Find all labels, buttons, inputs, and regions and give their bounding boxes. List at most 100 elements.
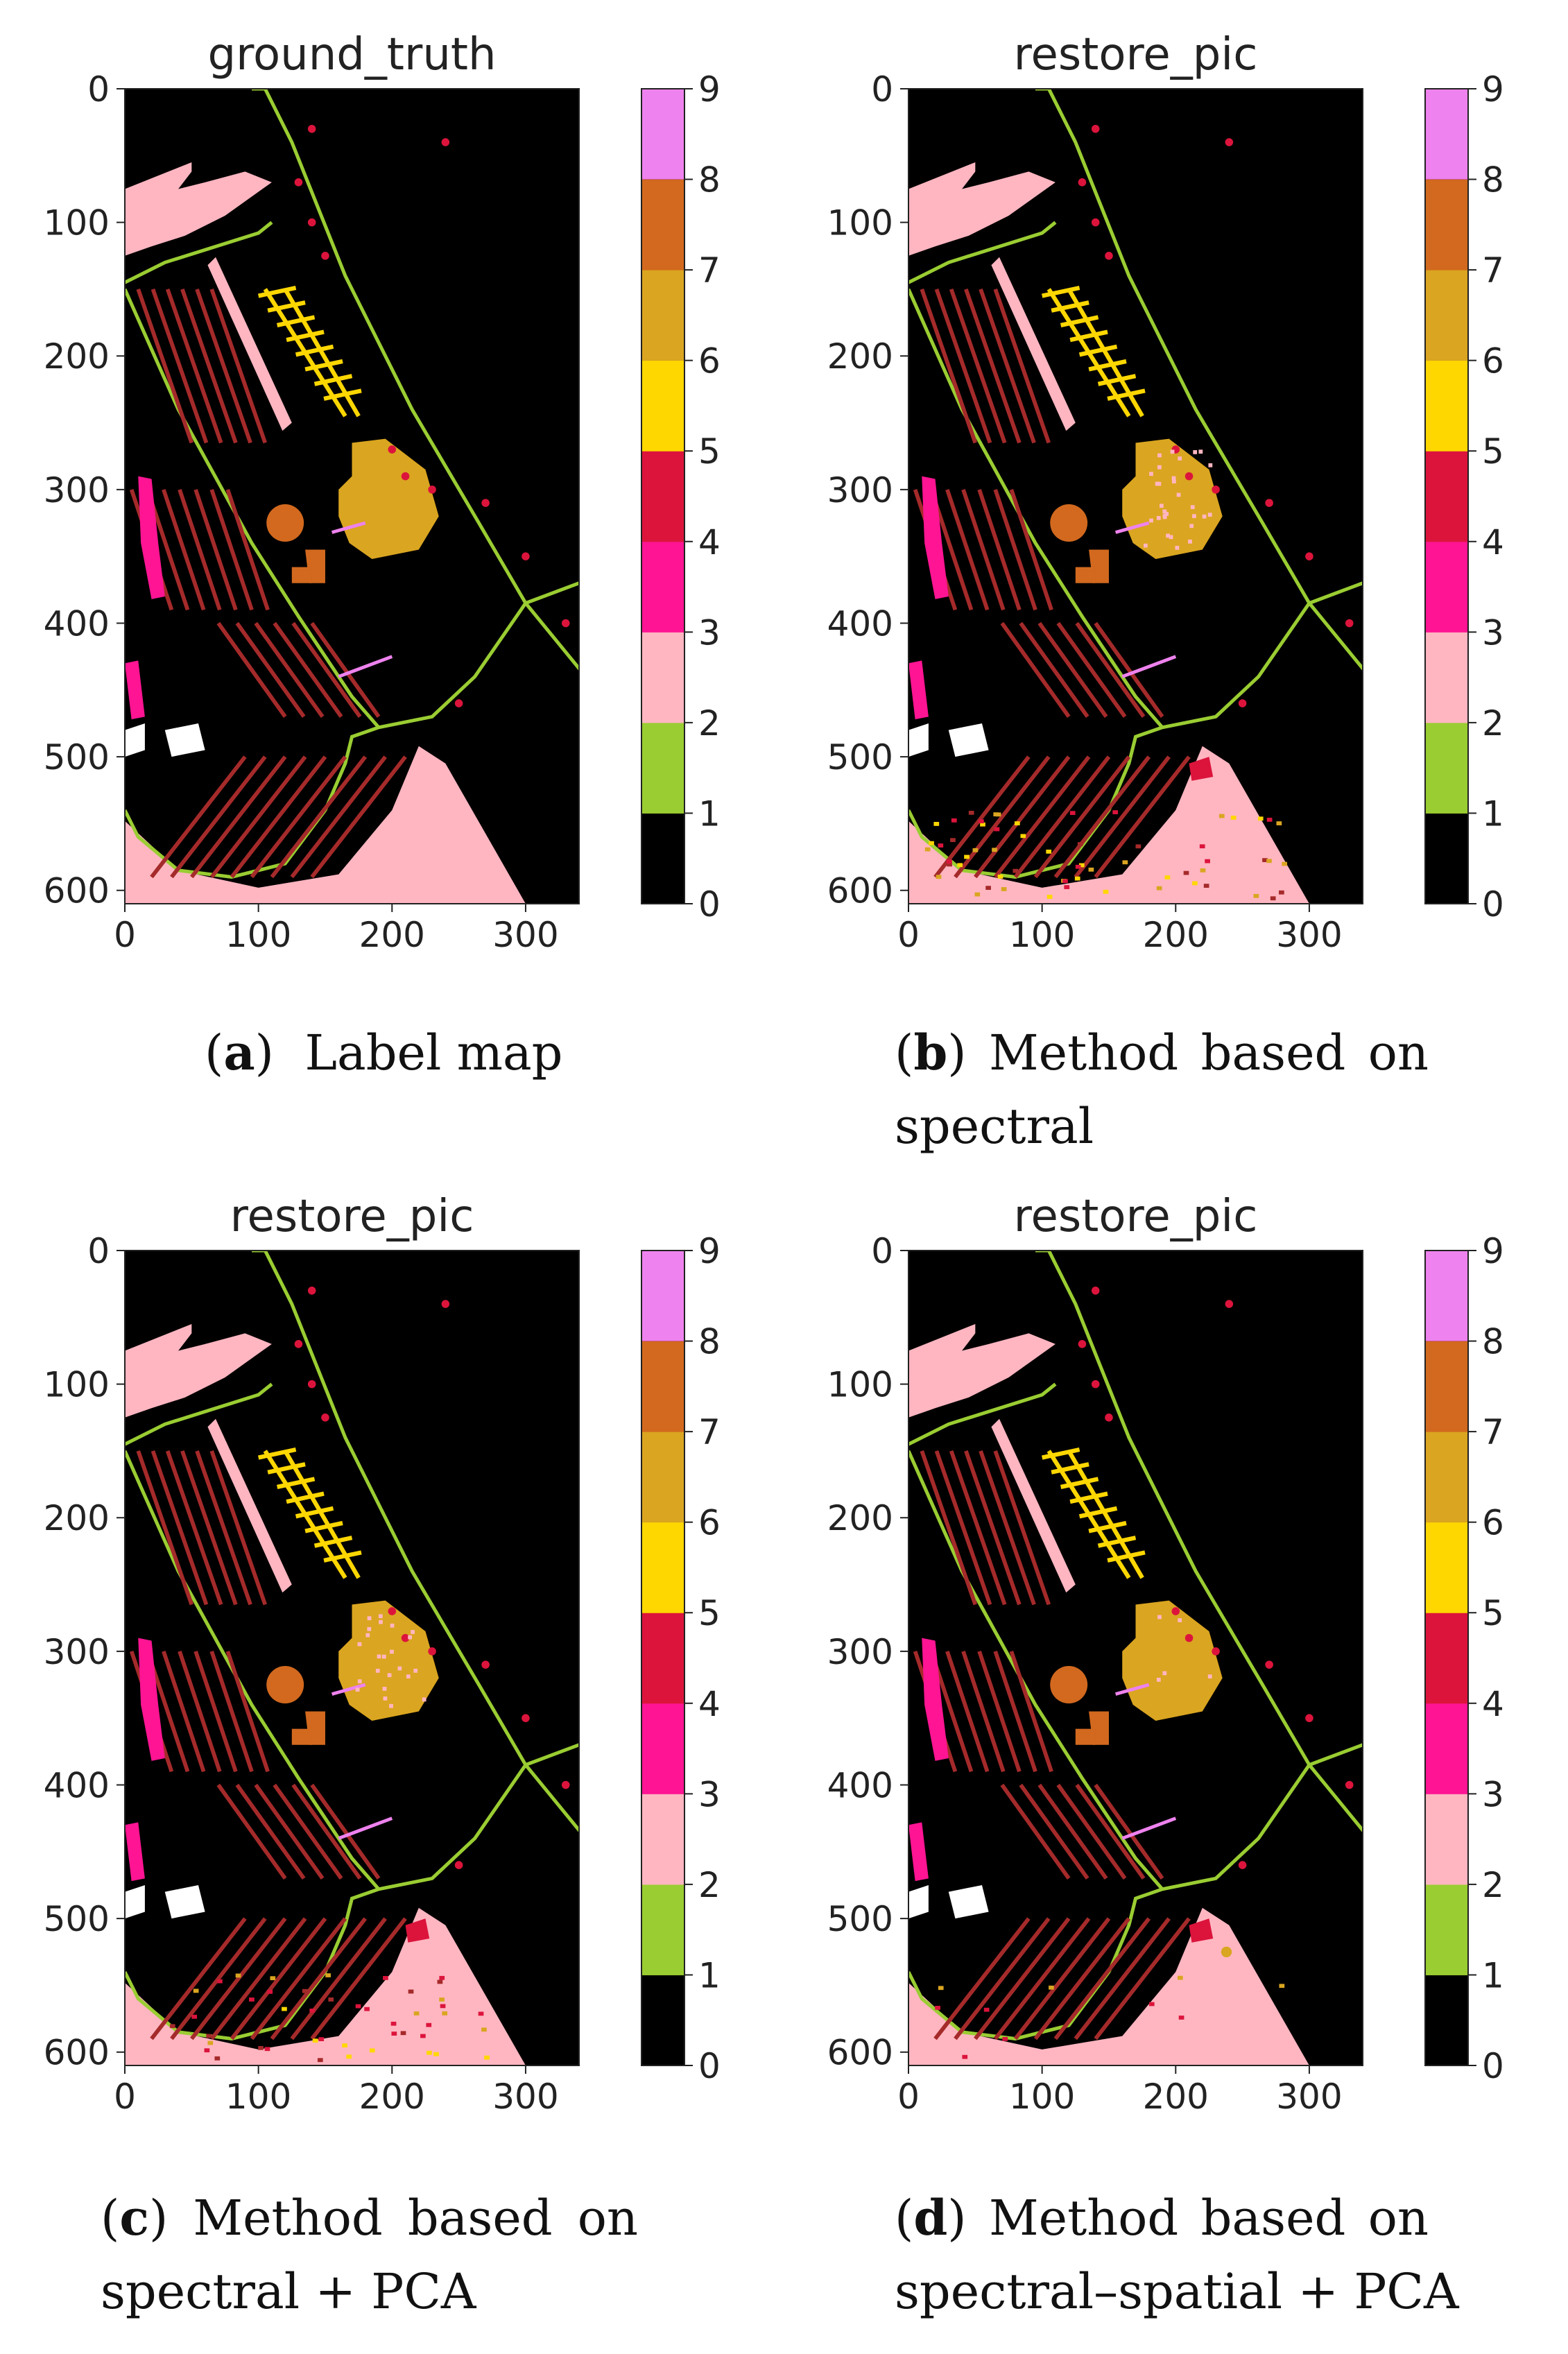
- red-dot: [1265, 1660, 1273, 1669]
- bitumen-stroke: [193, 488, 238, 611]
- noise-pixel: [207, 2041, 214, 2045]
- bitumen-stroke: [993, 1450, 1051, 1606]
- x-tick-label: 100: [225, 915, 291, 950]
- noise-pixel: [936, 875, 942, 879]
- noise-pixel: [328, 1998, 334, 2002]
- noise-pixel: [342, 2043, 347, 2048]
- caption-label: d: [913, 2189, 948, 2246]
- road-line: [125, 1382, 273, 1446]
- colorbar-segment: [641, 1794, 684, 1885]
- noise-pixel: [1205, 859, 1210, 864]
- noise-pixel: [1166, 533, 1170, 538]
- noise-pixel: [1164, 875, 1171, 879]
- red-dot: [294, 178, 303, 187]
- red-dot: [481, 1660, 490, 1669]
- road-line: [252, 89, 528, 604]
- meadow-region: [125, 746, 526, 904]
- noise-pixel: [947, 859, 952, 864]
- bitumen-stroke: [170, 1917, 267, 2041]
- noise-pixel: [375, 1669, 380, 1673]
- noise-pixel: [929, 841, 934, 845]
- bitumen-stroke: [945, 1650, 990, 1773]
- caption-word: on: [1368, 1024, 1429, 1081]
- bitumen-stroke: [209, 1650, 254, 1773]
- noise-pixel: [1178, 1618, 1182, 1622]
- heatmap-image: [908, 89, 1363, 904]
- colorbar-segment: [1425, 722, 1468, 814]
- noise-pixel: [346, 2054, 352, 2059]
- bitumen-stroke: [1019, 1783, 1089, 1880]
- colorbar-segment: [641, 1251, 684, 1341]
- tree-branch: [258, 285, 297, 298]
- bitumen-stroke: [979, 288, 1036, 444]
- bitumen-stroke: [270, 1917, 368, 2041]
- caption-b: (b) Method based on spectral: [895, 1016, 1429, 1163]
- noise-pixel: [437, 1979, 443, 1984]
- colorbar-tick-label: 3: [1482, 1774, 1504, 1814]
- noise-pixel: [1176, 492, 1181, 497]
- bitumen-stroke: [945, 488, 990, 611]
- noise-pixel: [367, 1626, 372, 1631]
- red-dot: [321, 1413, 329, 1422]
- noise-pixel: [302, 1988, 308, 1993]
- noise-pixel: [1190, 505, 1195, 510]
- noise-pixel: [1270, 896, 1276, 901]
- x-tick-label: 300: [492, 915, 558, 950]
- bitumen-stroke: [290, 755, 387, 879]
- magenta-region: [125, 1822, 145, 1882]
- noise-pixel: [1200, 868, 1206, 873]
- red-dot: [307, 1380, 316, 1389]
- bare-soil-region: [948, 723, 989, 757]
- noise-pixel: [980, 822, 985, 827]
- bitumen-stroke: [235, 621, 306, 719]
- bitumen-stroke: [1053, 755, 1151, 879]
- red-dot: [454, 699, 463, 707]
- noise-pixel: [935, 2005, 940, 2010]
- x-tick-label: 100: [1009, 915, 1075, 950]
- noise-pixel: [378, 1614, 383, 1619]
- red-dot: [561, 1780, 570, 1789]
- noise-pixel: [390, 1649, 394, 1654]
- noise-pixel: [1143, 543, 1148, 548]
- colorbar-segment: [641, 632, 684, 723]
- bitumen-stroke: [225, 488, 270, 611]
- noise-pixel: [1156, 515, 1161, 520]
- bitumen-stroke: [979, 1450, 1036, 1606]
- bitumen-stroke: [150, 1917, 247, 2041]
- tree-branch: [304, 359, 343, 372]
- bitumen-stroke: [178, 488, 222, 611]
- red-dot: [1105, 251, 1113, 260]
- y-tick-label: 300: [827, 470, 893, 510]
- colorbar-segment: [1425, 1703, 1468, 1794]
- noise-pixel: [439, 1975, 445, 1980]
- red-dot: [1212, 486, 1220, 494]
- noise-pixel: [1203, 884, 1209, 888]
- red-dot: [401, 472, 410, 481]
- bitumen-stroke: [209, 755, 307, 879]
- noise-pixel: [1164, 512, 1169, 516]
- plot-frame: [124, 1250, 580, 2066]
- bar-region: [207, 257, 292, 431]
- colorbar-tick-label: 0: [1482, 884, 1504, 925]
- noise-pixel: [1020, 834, 1026, 839]
- bitumen-stroke: [1053, 1917, 1151, 2041]
- colorbar-tick-label: 4: [1482, 522, 1504, 562]
- chart-title: restore_pic: [1014, 29, 1258, 80]
- noise-pixel: [191, 2014, 198, 2019]
- noise-pixel: [1162, 509, 1167, 514]
- tree-branch: [1051, 1462, 1089, 1475]
- colorbar-segment: [1425, 1432, 1468, 1523]
- bitumen-stroke: [977, 488, 1022, 611]
- violet-mark: [331, 521, 366, 534]
- red-dot: [561, 619, 570, 628]
- x-tick-label: 200: [359, 915, 425, 950]
- orange-blob: [266, 1666, 304, 1703]
- noise-pixel: [365, 1633, 370, 1638]
- bar-region: [207, 1418, 292, 1593]
- noise-pixel: [972, 848, 979, 852]
- y-tick-label: 100: [827, 203, 893, 243]
- noise-pixel: [377, 1654, 381, 1659]
- colorbar-segment: [641, 813, 684, 904]
- bitumen-stroke: [254, 621, 325, 719]
- noise-pixel: [1162, 514, 1167, 518]
